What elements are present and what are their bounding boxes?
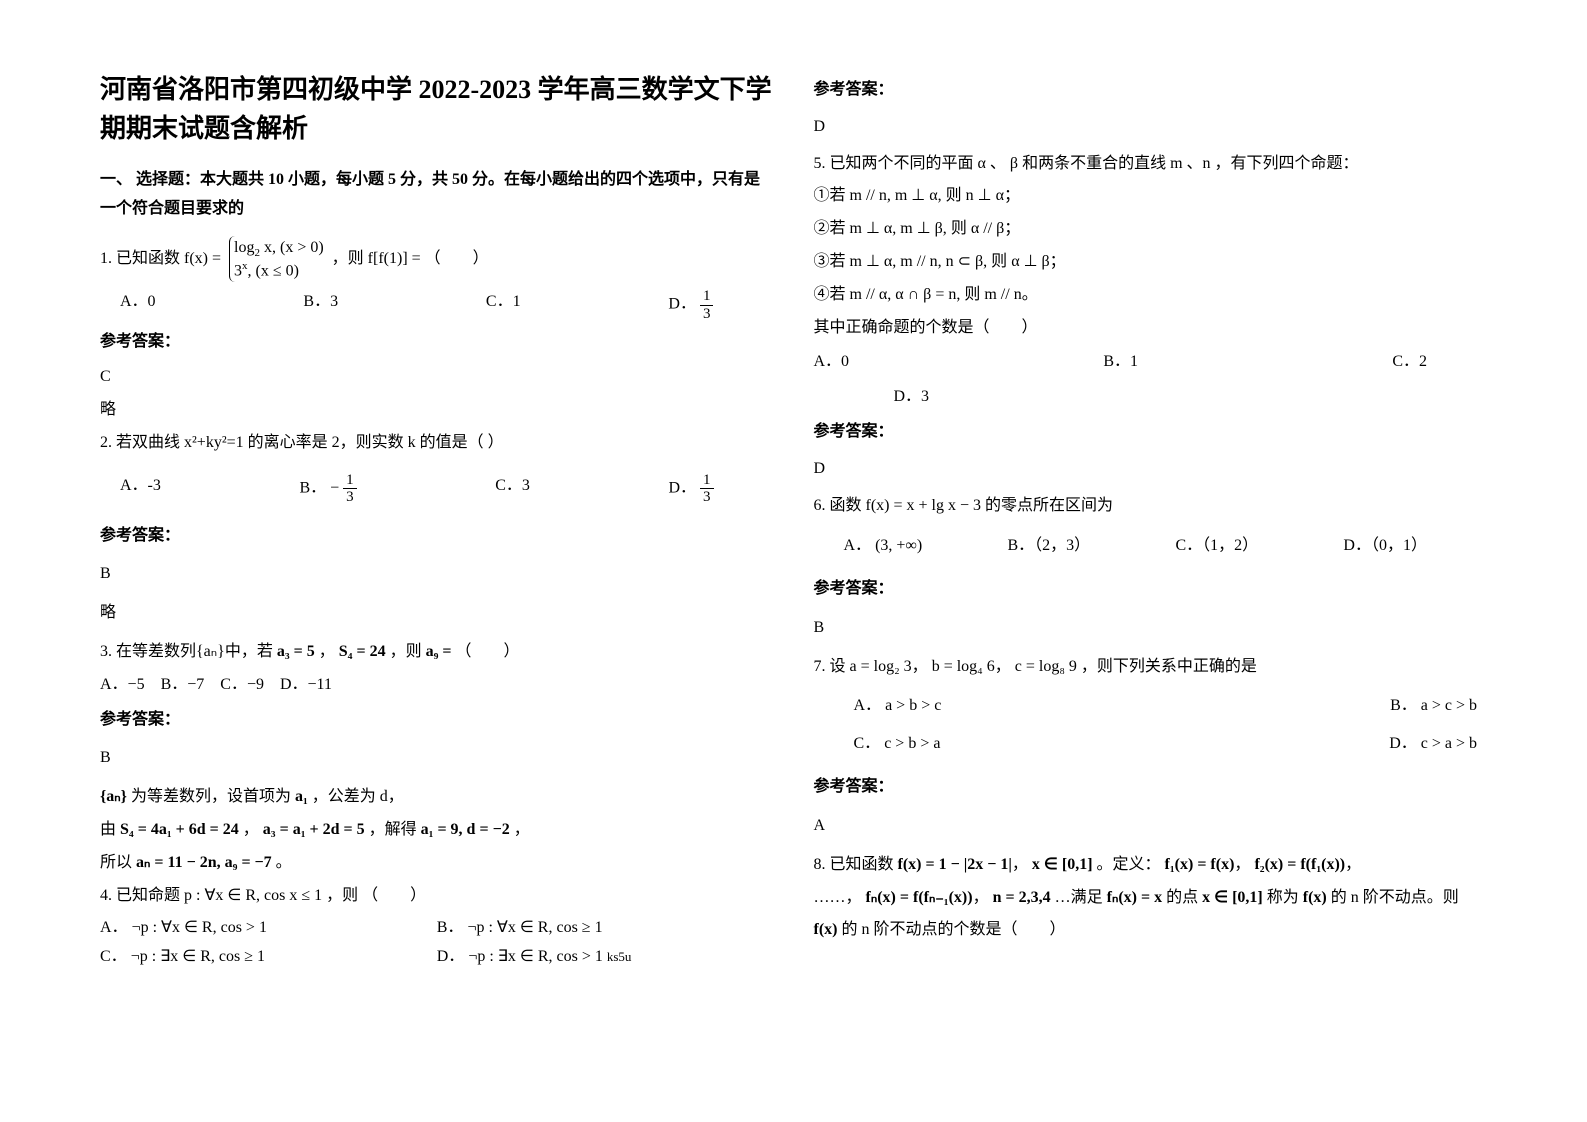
- q4-stem: 4. 已知命题 p : ∀x ∈ R, cos x ≤ 1 ，则 （ ）: [100, 882, 774, 911]
- q2-optA: A．-3: [120, 472, 161, 506]
- q6-optD: D．（0，1）: [1343, 532, 1427, 561]
- q5-optC: C．2: [1392, 348, 1427, 377]
- q7-row1: A． a > b > c B． a > c > b: [814, 692, 1488, 721]
- q8-stem-3: f(x) 的 n 阶不动点的个数是（ ）: [814, 916, 1488, 945]
- q2-ans: B: [100, 560, 774, 589]
- q7-ans: A: [814, 812, 1488, 841]
- q1-ans: C: [100, 363, 774, 392]
- doc-title: 河南省洛阳市第四初级中学 2022-2023 学年高三数学文下学期期末试题含解析: [100, 70, 774, 148]
- q3-ask: a₉ =: [426, 643, 452, 660]
- q5-optA: A．0: [814, 348, 850, 377]
- q5-optD: D．3: [814, 383, 1488, 412]
- q8-stem-2: ……， fₙ(x) = f(fₙ₋₁(x))， n = 2,3,4 …满足 fₙ…: [814, 884, 1488, 913]
- q6-stem: 6. 函数 f(x) = x + lg x − 3 的零点所在区间为: [814, 492, 1488, 521]
- q1-optA: A．0: [120, 288, 156, 322]
- q6-optB: B．（2，3）: [1007, 532, 1090, 561]
- q1-prefix: 1. 已知函数: [100, 250, 180, 267]
- q7-row2: C． c > b > a D． c > a > b: [814, 730, 1488, 759]
- right-column: 参考答案： D 5. 已知两个不同的平面 α 、 β 和两条不重合的直线 m 、…: [814, 70, 1488, 972]
- q5-ask: 其中正确命题的个数是（ ）: [814, 314, 1488, 343]
- q5-line4: ④若 m // α, α ∩ β = n, 则 m // n。: [814, 281, 1488, 310]
- q7-optB: B． a > c > b: [1390, 692, 1477, 721]
- q4-row1: A． ¬p : ∀x ∈ R, cos > 1 B． ¬p : ∀x ∈ R, …: [100, 914, 774, 943]
- q1-optD: D． 13: [668, 288, 713, 322]
- q8-stem-1: 8. 已知函数 f(x) = 1 − |2x − 1|， x ∈ [0,1] 。…: [814, 851, 1488, 880]
- q3-exp3: 所以 aₙ = 11 − 2n, a₉ = −7 。: [100, 849, 774, 878]
- q1-optB: B．3: [303, 288, 338, 322]
- q3-ref: 参考答案：: [100, 706, 774, 735]
- q4-optA: A． ¬p : ∀x ∈ R, cos > 1: [100, 914, 437, 943]
- q3-exp1: {aₙ} 为等差数列，设首项为 a₁ ，公差为 d，: [100, 783, 774, 812]
- q7-optA: A． a > b > c: [854, 692, 942, 721]
- q5-optB: B．1: [1103, 348, 1138, 377]
- section-heading: 一、 选择题：本大题共 10 小题，每小题 5 分，共 50 分。在每小题给出的…: [100, 166, 774, 224]
- q5-stem: 5. 已知两个不同的平面 α 、 β 和两条不重合的直线 m 、n ，有下列四个…: [814, 150, 1488, 179]
- q5-line1: ①若 m // n, m ⊥ α, 则 n ⊥ α；: [814, 182, 1488, 211]
- q6-ref: 参考答案：: [814, 575, 1488, 604]
- q7-optC: C． c > b > a: [854, 730, 941, 759]
- q2-optC: C．3: [495, 472, 530, 506]
- q3-stem: 3. 在等差数列{aₙ}中，若 a₃ = 5 ， S₄ = 24 ，则 a₉ =…: [100, 638, 774, 667]
- left-column: 河南省洛阳市第四初级中学 2022-2023 学年高三数学文下学期期末试题含解析…: [100, 70, 774, 972]
- q1-optC: C．1: [486, 288, 521, 322]
- q3-options: A．−5 B．−7 C．−9 D．−11: [100, 671, 774, 700]
- q6-options: A． (3, +∞) B．（2，3） C．（1，2） D．（0，1）: [814, 532, 1488, 561]
- q4-row2: C． ¬p : ∃x ∈ R, cos ≥ 1 D． ¬p : ∃x ∈ R, …: [100, 943, 774, 972]
- q4-ans: D: [814, 113, 1488, 142]
- q7-ref: 参考答案：: [814, 773, 1488, 802]
- q3-ans: B: [100, 744, 774, 773]
- q1-tail: ，则 f[f(1)] = （ ）: [332, 250, 489, 267]
- q1-exp: 略: [100, 396, 774, 425]
- q7-optD: D． c > a > b: [1389, 730, 1477, 759]
- q5-ref: 参考答案：: [814, 418, 1488, 447]
- q5-line2: ②若 m ⊥ α, m ⊥ β, 则 α // β；: [814, 215, 1488, 244]
- q4-optC: C． ¬p : ∃x ∈ R, cos ≥ 1: [100, 943, 437, 972]
- q5-line3: ③若 m ⊥ α, m // n, n ⊂ β, 则 α ⊥ β；: [814, 248, 1488, 277]
- q2-exp: 略: [100, 599, 774, 628]
- q1-ref: 参考答案：: [100, 328, 774, 357]
- page: 河南省洛阳市第四初级中学 2022-2023 学年高三数学文下学期期末试题含解析…: [0, 0, 1587, 1002]
- q1-stem: 1. 已知函数 f(x) = log2 x, (x > 0) 3x, (x ≤ …: [100, 236, 774, 283]
- q2-ref: 参考答案：: [100, 522, 774, 551]
- q6-optC: C．（1，2）: [1175, 532, 1258, 561]
- q5-ans: D: [814, 455, 1488, 484]
- q2-optB: B． − 13: [299, 472, 356, 506]
- q6-ans: B: [814, 614, 1488, 643]
- q3-cond2: S₄ = 24: [339, 643, 386, 660]
- q1-options: A．0 B．3 C．1 D． 13: [100, 288, 774, 322]
- q5-optsAC: A．0 B．1 C．2: [814, 348, 1488, 377]
- q2-options: A．-3 B． − 13 C．3 D． 13: [100, 472, 774, 506]
- q4-ref: 参考答案：: [814, 76, 1488, 105]
- q7-stem: 7. 设 a = log₂ 3， b = log₄ 6， c = log₈ 9 …: [814, 653, 1488, 682]
- q6-optA: A． (3, +∞): [844, 532, 923, 561]
- q2-stem: 2. 若双曲线 x²+ky²=1 的离心率是 2，则实数 k 的值是（ ）: [100, 429, 774, 458]
- q4-optB: B． ¬p : ∀x ∈ R, cos ≥ 1: [437, 914, 774, 943]
- q4-optD: D． ¬p : ∃x ∈ R, cos > 1 ks5u: [437, 943, 774, 972]
- q3-exp2: 由 S₄ = 4a₁ + 6d = 24 ， a₃ = a₁ + 2d = 5 …: [100, 816, 774, 845]
- q2-optD: D． 13: [668, 472, 713, 506]
- q4-p: p : ∀x ∈ R, cos x ≤ 1: [184, 887, 322, 904]
- q3-cond1: a₃ = 5: [277, 643, 315, 660]
